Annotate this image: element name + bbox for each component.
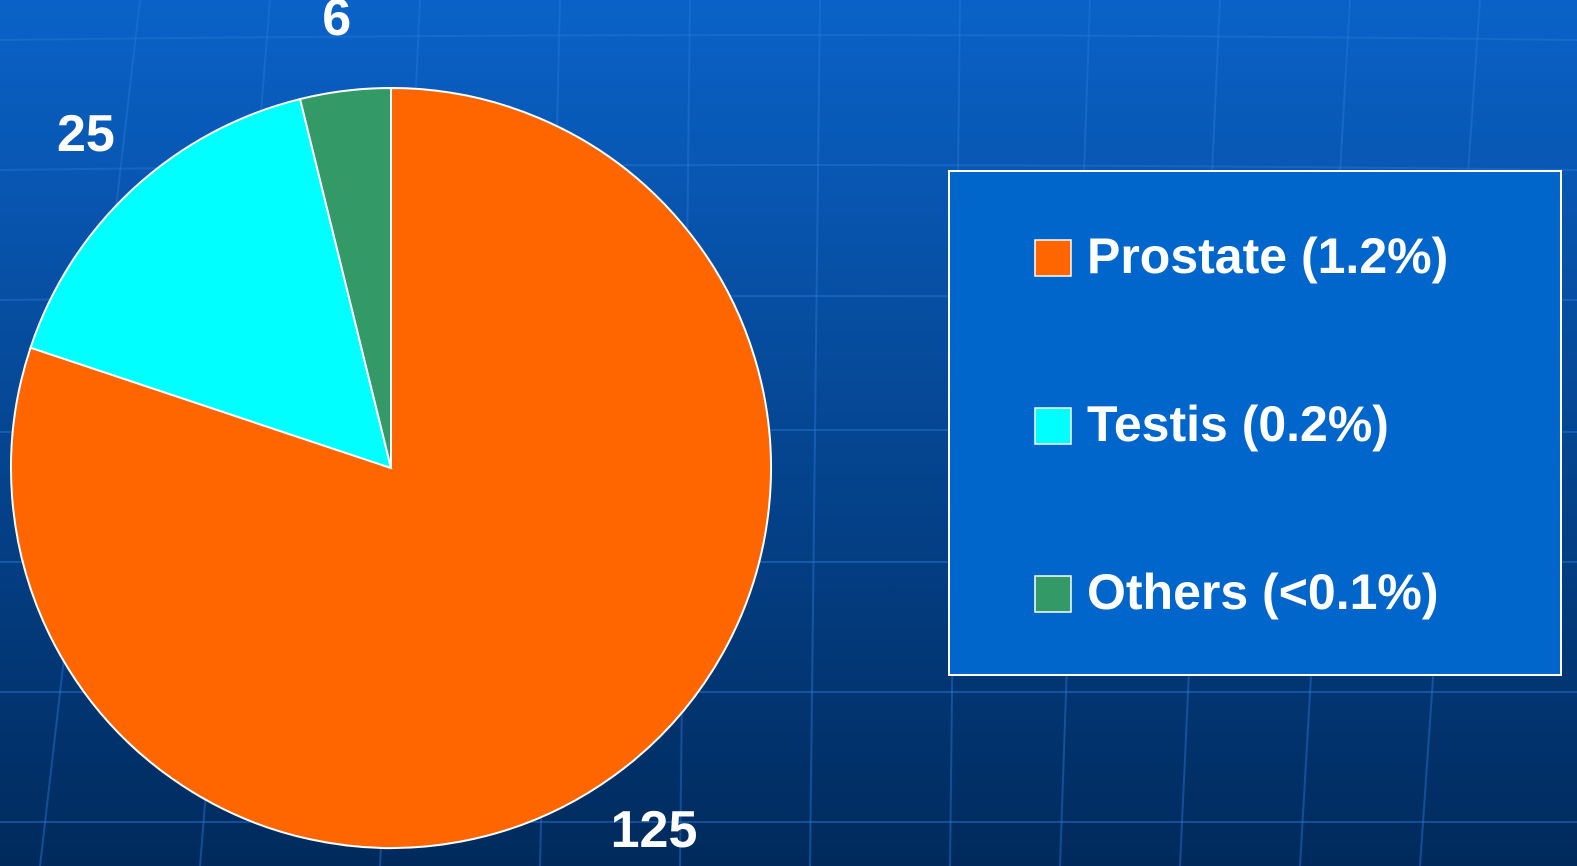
legend-label: Testis (0.2%)	[1087, 396, 1389, 452]
legend: Prostate (1.2%) Testis (0.2%) Others (<0.1…	[1034, 228, 1448, 620]
data-label: 125	[611, 801, 698, 859]
legend-label: Others (<0.1%)	[1087, 564, 1439, 620]
legend-swatch	[1034, 407, 1072, 445]
legend-label: Prostate (1.2%)	[1087, 228, 1448, 284]
pie-slice	[298, 86, 392, 469]
data-label: 25	[57, 105, 115, 163]
data-labels: 125 25 6	[57, 0, 697, 859]
pie-slice	[29, 97, 393, 470]
pie	[10, 86, 772, 849]
data-label: 6	[322, 0, 351, 47]
legend-swatch	[1034, 575, 1072, 613]
legend-swatch	[1034, 239, 1072, 277]
